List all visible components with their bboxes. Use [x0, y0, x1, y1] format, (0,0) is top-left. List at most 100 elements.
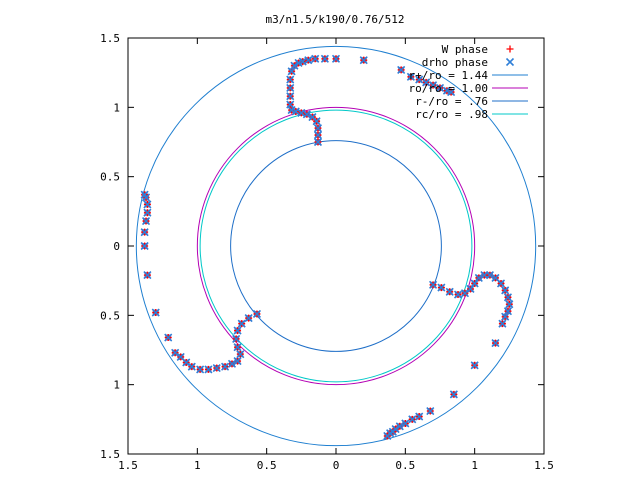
circle-r-0-98 [199, 109, 473, 383]
drho-phase-point [453, 290, 463, 299]
legend-label-w-phase: W phase [442, 43, 488, 56]
drho-phase-point [320, 54, 329, 63]
drho-phase-point [313, 137, 323, 147]
x-tick-label: 0.5 [257, 459, 277, 472]
drho-phase-point [383, 431, 392, 441]
drho-phase-point [311, 54, 320, 63]
drho-phase-point [286, 75, 295, 84]
drho-phase-point [498, 319, 507, 328]
legend-label-circle: ro/ro = 1.00 [409, 82, 488, 95]
x-tick-label: 1 [194, 459, 201, 472]
drho-phase-point [140, 228, 149, 237]
x-tick-label: 0 [333, 459, 340, 472]
drho-phase-point [212, 363, 221, 373]
drho-phase-point [397, 65, 406, 74]
x-tick-label: 1.5 [118, 459, 138, 472]
drho-phase-point [176, 352, 185, 361]
drho-phase-point [143, 271, 152, 280]
drho-phase-point [331, 54, 341, 63]
drho-phase-point [233, 343, 242, 352]
circle-r-1 [196, 106, 476, 386]
legend-label-circle: r+/ro = 1.44 [409, 69, 489, 82]
drho-phase-point [286, 100, 295, 109]
drho-phase-point [204, 365, 213, 374]
drho-phase-point [290, 61, 299, 70]
drho-phase-point [151, 308, 160, 317]
drho-phase-point [437, 283, 446, 292]
drho-phase-point [470, 279, 479, 288]
drho-phase-point [401, 419, 410, 428]
drho-phase-point [227, 359, 237, 368]
circle-r-1-44 [135, 45, 537, 447]
drho-phase-point [449, 390, 458, 399]
legend-marker-w-phase [506, 45, 514, 53]
drho-phase-point [140, 241, 149, 251]
drho-phase-point [171, 348, 180, 357]
drho-phase-point [445, 287, 454, 296]
drho-phase-point [196, 365, 205, 374]
chart-title: m3/n1.5/k190/0.76/512 [265, 13, 404, 26]
drho-phase-point [313, 124, 323, 133]
y-tick-label: 1.5 [100, 32, 120, 45]
drho-phase-point [429, 280, 438, 289]
drho-phase-point [491, 339, 500, 348]
drho-phase-point [429, 81, 438, 90]
drho-phase-point [447, 88, 456, 97]
drho-phase-point [164, 333, 173, 342]
drho-phase-point [286, 83, 295, 92]
drho-phase-point [474, 273, 483, 282]
x-tick-label: 1 [471, 459, 478, 472]
drho-phase-point [140, 190, 149, 199]
drho-phase-point [406, 72, 415, 81]
drho-phase-point [415, 75, 424, 84]
drho-phase-point [143, 208, 152, 217]
drho-phase-point [244, 314, 253, 323]
drho-phase-point [237, 319, 246, 328]
drho-phase-point [466, 284, 475, 294]
drho-phase-point [141, 216, 151, 226]
drho-phase-point [395, 422, 404, 431]
drho-phase-point [503, 307, 513, 316]
drho-phase-point [415, 412, 424, 421]
reference-circles [135, 45, 537, 447]
drho-phase-point [359, 56, 368, 65]
y-tick-label: 1 [113, 101, 120, 114]
drho-phase-point [470, 361, 479, 370]
drho-phase-point [426, 406, 435, 416]
drho-phase-point [236, 350, 245, 359]
drho-phase-point [460, 289, 470, 298]
legend-label-circle: r-/ro = .76 [415, 95, 488, 108]
drho-phase-point [435, 83, 445, 92]
drho-phase-point [496, 279, 506, 288]
drho-phase-point [308, 112, 317, 122]
y-tick-label: 0.5 [100, 171, 120, 184]
legend-label-circle: rc/ro = .98 [415, 108, 488, 121]
drho-phase-point [485, 271, 494, 280]
y-tick-label: 1.5 [100, 448, 120, 461]
legend-marker-drho-phase [505, 57, 515, 67]
drho-phase-point [287, 67, 296, 76]
y-tick-label: 0.5 [100, 309, 120, 322]
drho-phase-point [503, 293, 513, 302]
y-tick-label: 0 [113, 240, 120, 253]
circle-r-0-76 [230, 140, 442, 352]
drho-phase-point [304, 56, 313, 65]
data-points [140, 54, 514, 441]
drho-phase-point [286, 92, 295, 101]
drho-phase-point [143, 200, 152, 209]
drho-phase-point [313, 131, 323, 140]
drho-phase-point [501, 312, 510, 321]
drho-phase-point [408, 415, 417, 424]
drho-phase-point [505, 300, 514, 309]
drho-phase-point [233, 357, 242, 366]
x-tick-label: 0.5 [395, 459, 415, 472]
drho-phase-point [233, 326, 242, 335]
drho-phase-point [187, 362, 196, 371]
legend-label-drho-phase: drho phase [422, 56, 488, 69]
drho-phase-point [422, 78, 431, 87]
y-tick-label: 1 [113, 379, 120, 392]
drho-phase-point [252, 309, 262, 319]
